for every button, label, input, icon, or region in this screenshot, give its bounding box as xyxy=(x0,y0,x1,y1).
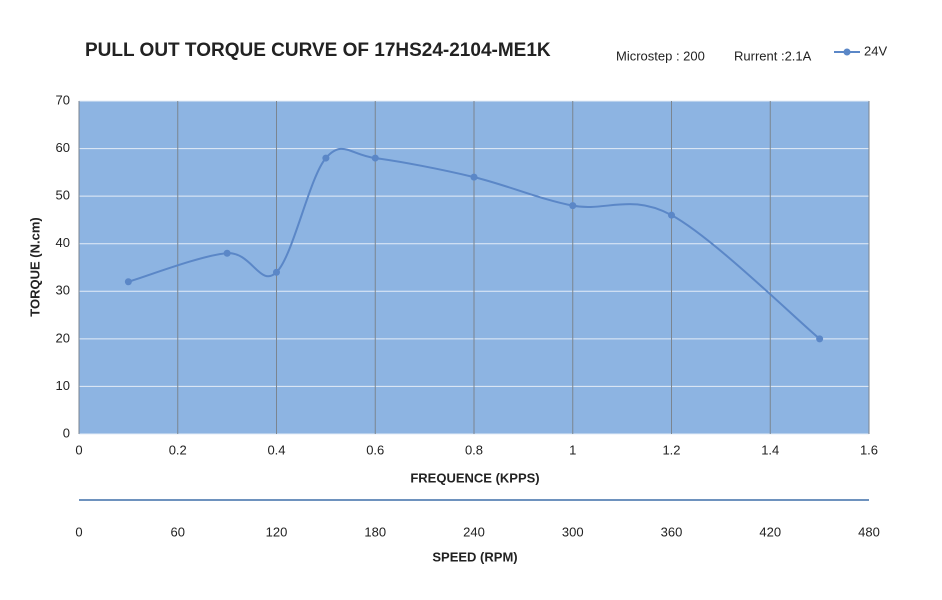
x2-tick-label: 0 xyxy=(75,524,82,539)
data-point xyxy=(322,154,330,162)
x2-tick-label: 240 xyxy=(463,524,485,539)
x2-tick-label: 180 xyxy=(364,524,386,539)
x-tick-label: 0.8 xyxy=(465,442,483,457)
x2-tick-label: 360 xyxy=(661,524,683,539)
y-tick-label: 10 xyxy=(56,378,70,393)
legend-marker xyxy=(843,48,851,56)
x-tick-label: 0.2 xyxy=(169,442,187,457)
x-tick-label: 1.2 xyxy=(662,442,680,457)
x2-tick-label: 300 xyxy=(562,524,584,539)
y-tick-label: 0 xyxy=(63,425,70,440)
x2-axis-label: SPEED (RPM) xyxy=(432,549,517,564)
x-tick-label: 0 xyxy=(75,442,82,457)
data-point xyxy=(124,278,132,286)
chart-title: PULL OUT TORQUE CURVE OF 17HS24-2104-ME1… xyxy=(85,40,551,61)
x2-tick-label: 120 xyxy=(266,524,288,539)
x-tick-label: 0.4 xyxy=(267,442,285,457)
x2-tick-label: 420 xyxy=(759,524,781,539)
y-tick-label: 40 xyxy=(56,235,70,250)
y-tick-label: 60 xyxy=(56,140,70,155)
data-point xyxy=(273,268,280,276)
x-tick-label: 1 xyxy=(569,442,576,457)
data-point xyxy=(668,211,675,219)
data-point xyxy=(371,154,379,162)
x2-tick-label: 60 xyxy=(171,524,185,539)
y-axis-label: TORQUE (N.cm) xyxy=(27,217,42,316)
x-tick-label: 0.6 xyxy=(366,442,384,457)
y-tick-label: 70 xyxy=(56,92,70,107)
x2-tick-label: 480 xyxy=(858,524,880,539)
series-line xyxy=(128,147,821,340)
y-tick-label: 30 xyxy=(56,283,70,298)
x-tick-label: 1.4 xyxy=(761,442,779,457)
data-point xyxy=(816,335,824,343)
annotation: Rurrent :2.1A xyxy=(734,48,812,63)
y-tick-label: 20 xyxy=(56,330,70,345)
data-point xyxy=(569,202,577,210)
data-point xyxy=(223,249,231,257)
annotation: Microstep : 200 xyxy=(616,48,705,63)
data-point xyxy=(470,173,478,181)
legend-label: 24V xyxy=(864,43,887,58)
x-tick-label: 1.6 xyxy=(860,442,878,457)
x-axis-label: FREQUENCE (KPPS) xyxy=(410,470,539,485)
y-tick-label: 50 xyxy=(56,188,70,203)
